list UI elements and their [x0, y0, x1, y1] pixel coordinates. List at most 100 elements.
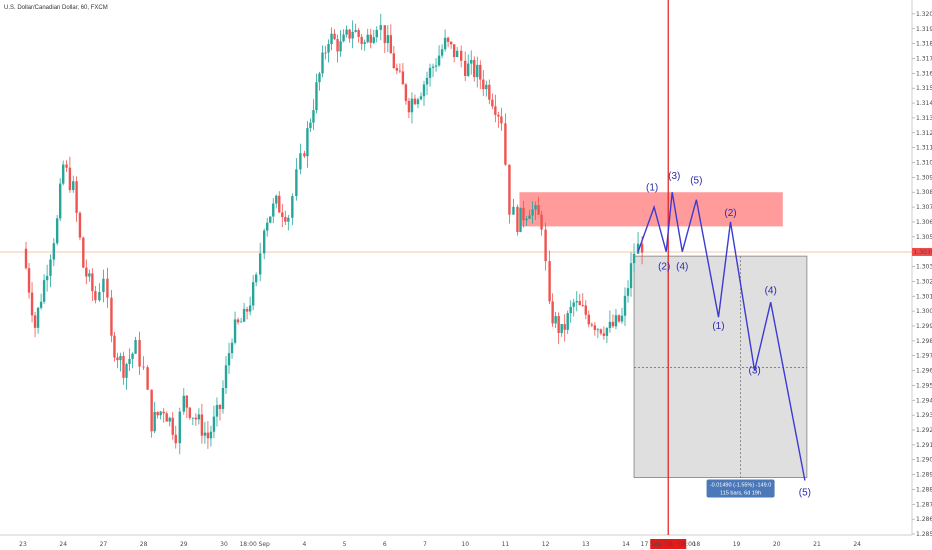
candle-body: [168, 417, 171, 422]
candle-body: [239, 321, 243, 323]
candle-body: [110, 297, 113, 336]
candle-body: [156, 411, 159, 416]
candle-body: [566, 313, 569, 330]
x-tick-label-5: 30: [220, 541, 228, 548]
candle-body: [440, 49, 444, 56]
candle-body: [263, 230, 266, 254]
candle-body: [551, 301, 554, 324]
y-tick-label-0: 1.32000: [916, 11, 932, 18]
y-tick-label-3: 1.31700: [916, 55, 932, 62]
candle-body: [227, 353, 231, 366]
candle-body: [455, 50, 459, 58]
candle-body: [299, 153, 302, 170]
candle-body: [182, 395, 185, 412]
candle-body: [303, 153, 306, 157]
candle-body: [62, 164, 65, 184]
candle-body: [636, 243, 640, 254]
candle-body: [209, 431, 213, 439]
candle-body: [446, 37, 450, 42]
x-tick-label-12: 10: [461, 541, 469, 548]
candle-body: [58, 183, 62, 219]
candle-body: [500, 116, 503, 124]
candle-body: [258, 253, 262, 275]
candle-body: [540, 214, 543, 230]
x-tick-label-20: 20: [773, 541, 781, 548]
y-tick-label-26: 1.29400: [916, 397, 932, 404]
measure-label-line-0: -0.01490 (-1.55%) -149.0: [710, 483, 771, 489]
candle-body: [230, 342, 234, 354]
candle-body: [554, 316, 557, 324]
candle-body: [194, 417, 198, 420]
y-tick-label-34: 1.28600: [916, 516, 932, 523]
candle-body: [188, 407, 192, 418]
wave-label-0: (1): [646, 183, 658, 194]
y-tick-label-9: 1.31100: [916, 145, 932, 152]
candle-body: [617, 315, 621, 322]
candle-body: [404, 84, 408, 101]
candle-body: [395, 68, 399, 71]
candle-body: [410, 98, 414, 113]
candle-body: [569, 306, 572, 314]
candle-body: [30, 292, 34, 316]
x-tick-label-9: 5: [343, 541, 347, 548]
candle-body: [587, 314, 591, 325]
candle-body: [146, 367, 149, 390]
x-tick-label-19: 19: [733, 541, 741, 548]
candle-body: [620, 315, 624, 322]
measure-label-line-1: 115 bars, 6d 19h: [720, 491, 761, 497]
candle-body: [138, 340, 141, 367]
y-tick-label-27: 1.29300: [916, 412, 932, 419]
candle-body: [150, 389, 153, 432]
wave-label-6: (1): [712, 321, 724, 332]
candle-body: [131, 353, 134, 359]
candle-body: [174, 434, 177, 444]
candle-body: [494, 106, 497, 115]
candle-body: [185, 395, 189, 408]
candle-body: [125, 363, 128, 378]
candle-body: [291, 196, 294, 218]
candle-body: [119, 355, 122, 361]
y-tick-label-10: 1.31000: [916, 160, 932, 167]
candle-body: [128, 358, 131, 364]
candle-body: [333, 33, 336, 40]
y-tick-label-32: 1.28800: [916, 486, 932, 493]
candle-body: [342, 34, 345, 42]
candle-body: [200, 414, 204, 436]
candle-body: [269, 216, 272, 223]
y-tick-label-28: 1.29200: [916, 427, 932, 434]
candle-body: [113, 335, 116, 358]
candle-body: [479, 64, 482, 80]
y-tick-label-29: 1.29100: [916, 442, 932, 449]
candle-body: [437, 55, 441, 66]
candle-body: [42, 280, 46, 302]
candle-body: [321, 52, 324, 74]
candle-body: [78, 212, 82, 238]
candle-body: [632, 253, 636, 264]
candle-body: [357, 30, 360, 37]
candle-body: [470, 59, 473, 64]
candle-body: [345, 29, 348, 35]
candle-body: [548, 261, 551, 302]
x-tick-label-18: 18: [693, 541, 701, 548]
candle-body: [159, 411, 162, 416]
x-marker-tag-label: 17 Sep '18 · 08:00: [641, 541, 696, 548]
candle-body: [584, 305, 587, 315]
x-tick-label-16: 14: [622, 541, 630, 548]
y-tick-label-24: 1.29600: [916, 368, 932, 375]
candle-body: [623, 295, 627, 316]
candle-body: [629, 263, 633, 289]
current-price-tag: [912, 247, 932, 256]
x-tick-label-0: 23: [19, 541, 27, 548]
candle-body: [82, 237, 85, 268]
candle-body: [251, 282, 255, 306]
y-tick-label-7: 1.31300: [916, 115, 932, 122]
candle-body: [443, 37, 447, 50]
x-tick-label-11: 7: [423, 541, 427, 548]
candle-body: [327, 44, 330, 53]
candle-body: [315, 82, 318, 111]
candle-body: [351, 31, 354, 39]
candle-body: [102, 278, 105, 293]
candle-body: [560, 324, 563, 334]
y-tick-label-2: 1.31800: [916, 41, 932, 48]
